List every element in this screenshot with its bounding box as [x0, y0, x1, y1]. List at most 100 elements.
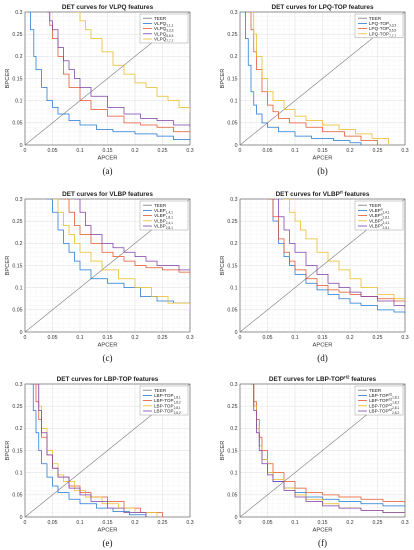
x-tick-label: 0.05 — [47, 148, 57, 154]
y-tick-label: 0.05 — [12, 121, 22, 127]
y-tick-label: 0.05 — [12, 308, 22, 314]
legend-entry: LBP-TOPri22,8,1 — [369, 403, 399, 410]
y-tick-label: 0 — [235, 143, 238, 149]
series-line-1 — [28, 12, 190, 141]
y-tick-label: 0 — [235, 515, 238, 521]
legend-entry: LBP-TOP2,8,2 — [154, 409, 181, 415]
y-tick-label: 0.1 — [15, 285, 22, 291]
y-tick-label: 0.2 — [230, 241, 237, 247]
x-tick-label: 0.15 — [317, 335, 327, 341]
x-tick-label: 0.25 — [372, 335, 382, 341]
y-tick-label: 0 — [20, 330, 23, 336]
chart-title: DET curves for LPQ-TOP features — [271, 4, 373, 11]
x-tick-label: 0.15 — [317, 148, 327, 154]
y-axis-label: BPCER — [5, 441, 11, 461]
x-tick-label: 0 — [24, 335, 27, 341]
panel-caption: (e) — [103, 538, 113, 548]
x-tick-label: 0.25 — [157, 520, 167, 526]
series-group — [25, 199, 190, 332]
legend-entry: TEER — [154, 203, 167, 208]
axes-frame — [24, 11, 191, 146]
y-tick-label: 0.2 — [15, 426, 22, 432]
y-tick-label: 0.05 — [227, 493, 237, 499]
x-tick-label: 0.1 — [291, 148, 298, 154]
legend-entry: VLPQ5,5,5 — [154, 31, 174, 37]
legend-entry: VLBP1,8,1 — [154, 213, 173, 219]
x-tick-label: 0.05 — [47, 335, 57, 341]
x-tick-label: 0.05 — [262, 335, 272, 341]
y-tick-label: 0.1 — [230, 470, 237, 476]
x-tick-label: 0 — [24, 148, 27, 154]
series-line-4 — [74, 199, 190, 271]
legend-entry: TEER — [369, 388, 382, 393]
panel-caption: (d) — [317, 353, 328, 363]
x-tick-label: 0.2 — [346, 148, 353, 154]
series-line-1 — [30, 384, 147, 517]
x-tick-label: 0.1 — [76, 335, 83, 341]
legend-entry: TEER — [369, 203, 382, 208]
y-tick-label: 0.3 — [15, 382, 22, 388]
series-line-2 — [63, 199, 190, 275]
series-line-3 — [47, 12, 190, 128]
x-tick-label: 0.2 — [131, 335, 138, 341]
x-tick-label: 0.2 — [131, 148, 138, 154]
x-tick-label: 0.05 — [262, 520, 272, 526]
legend-box — [354, 13, 404, 38]
y-tick-label: 0.1 — [15, 470, 22, 476]
y-tick-label: 0.05 — [227, 308, 237, 314]
chart-title: DET curves for LBP-TOP features — [57, 376, 159, 383]
y-tick-label: 0.15 — [12, 448, 22, 454]
y-tick-label: 0.25 — [227, 404, 237, 410]
x-axis-label: APCER — [98, 343, 118, 349]
y-tick-label: 0.2 — [15, 54, 22, 60]
series-line-1 — [267, 199, 405, 315]
series-group — [25, 12, 190, 145]
legend: TEERVLBPri1,4,1VLBPri1,8,1VLBPri2,4,1VLB… — [354, 200, 404, 231]
x-tick-label: 0.1 — [76, 148, 83, 154]
y-axis-label: BPCER — [220, 441, 226, 461]
legend-entry: TEER — [154, 16, 167, 21]
x-tick-label: 0.3 — [186, 335, 193, 341]
x-tick-label: 0.25 — [157, 335, 167, 341]
x-axis-label: APCER — [98, 528, 118, 534]
panel-caption: (b) — [317, 166, 328, 176]
x-tick-label: 0.15 — [317, 520, 327, 526]
y-tick-label: 0.2 — [15, 241, 22, 247]
y-tick-label: 0.3 — [15, 197, 22, 203]
x-tick-label: 0.15 — [102, 335, 112, 341]
x-axis-label: APCER — [313, 528, 333, 534]
legend-entry: LBP-TOPri22,8,2 — [369, 408, 399, 415]
legend-entry: TEER — [369, 16, 382, 21]
y-tick-label: 0.3 — [15, 10, 22, 16]
x-tick-label: 0.3 — [186, 520, 193, 526]
axes-frame — [239, 198, 406, 333]
x-tick-label: 0.2 — [346, 520, 353, 526]
y-tick-label: 0.1 — [230, 285, 237, 291]
det-panel-2: 0 0.05 0.1 0.15 0.2 0.25 0.3 0 0.05 0.1 0.15 0.2 0.2… — [5, 191, 194, 363]
chart-title: DET curves for VLBP features — [62, 191, 153, 198]
series-line-1 — [242, 12, 362, 145]
axes-frame — [24, 198, 191, 333]
y-tick-label: 0.25 — [12, 404, 22, 410]
series-line-4 — [36, 384, 147, 517]
legend-entry: LBP-TOPri21,8,1 — [369, 392, 399, 399]
axes-frame — [24, 383, 191, 518]
series-group — [240, 199, 405, 332]
y-tick-label: 0 — [20, 515, 23, 521]
series-line-4 — [273, 199, 405, 308]
y-tick-label: 0 — [20, 143, 23, 149]
legend-entry: VLPQ3,3,3 — [154, 26, 174, 32]
series-line-2 — [248, 12, 378, 145]
y-tick-label: 0.15 — [227, 448, 237, 454]
y-tick-label: 0.05 — [227, 121, 237, 127]
legend: TEERLBP-TOP1,8,1LBP-TOP1,8,2LBP-TOP2,8,1… — [139, 385, 189, 416]
y-tick-label: 0.25 — [12, 32, 22, 38]
x-axis-label: APCER — [313, 343, 333, 349]
y-tick-label: 0.15 — [12, 263, 22, 269]
legend-entry: VLBPri1,8,1 — [369, 213, 390, 220]
legend-entry: LPQ-TOP3,3,3 — [369, 21, 396, 27]
legend-entry: LPQ-TOP5,5,5 — [369, 26, 396, 32]
det-panel-1: 0 0.05 0.1 0.15 0.2 0.25 0.3 0 0.05 0.1 0.15 0.2 0.2… — [220, 4, 409, 176]
